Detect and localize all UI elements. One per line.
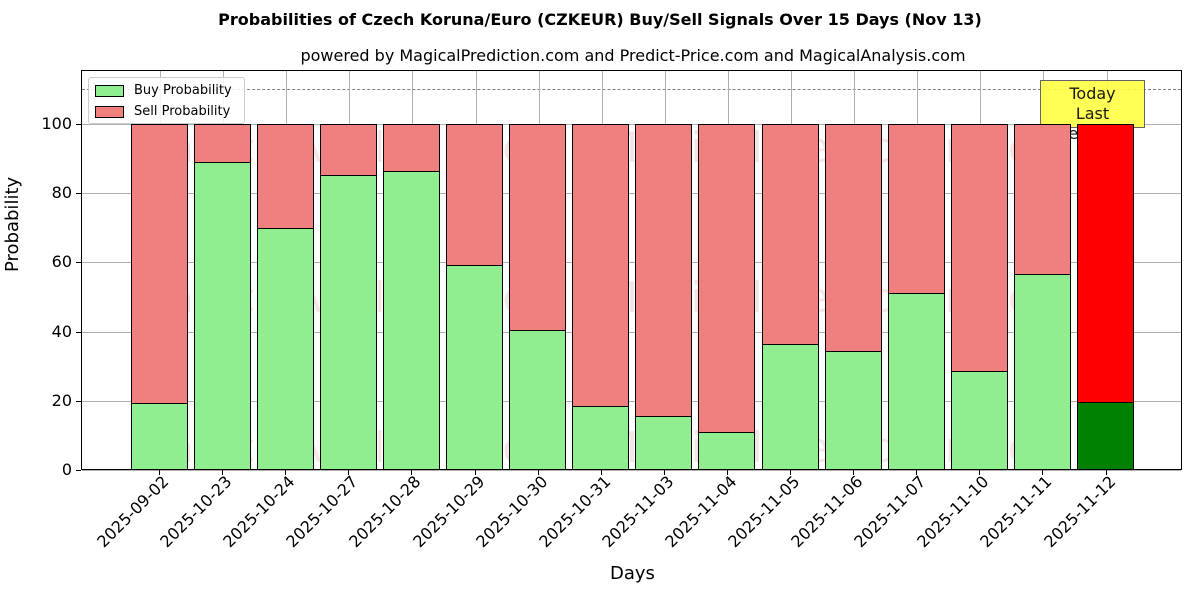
y-tick-label: 100 <box>41 114 72 133</box>
bar-sell <box>950 124 1008 373</box>
bar-buy <box>193 162 251 470</box>
x-tick-mark <box>853 470 855 475</box>
bar-sell <box>446 124 503 266</box>
bar-sell <box>887 124 945 294</box>
legend-item-buy: Buy Probability <box>95 83 232 98</box>
bar-sell <box>824 124 882 352</box>
grid-line-h <box>82 124 1181 125</box>
bar-sell <box>1077 124 1134 403</box>
x-tick-mark <box>979 470 981 475</box>
bar-buy <box>130 402 188 470</box>
bar-buy <box>950 371 1008 470</box>
reference-line <box>82 89 1181 91</box>
chart-subtitle: powered by MagicalPrediction.com and Pre… <box>300 46 966 65</box>
today-annotation: Today Last Prediction <box>1040 80 1145 143</box>
y-tick-mark <box>76 124 81 125</box>
y-tick-mark <box>76 470 81 471</box>
bar-buy <box>509 329 567 470</box>
bar-sell <box>572 124 630 408</box>
x-axis-label: Days <box>610 563 655 584</box>
bar-buy <box>824 350 882 470</box>
sell-swatch <box>95 105 124 118</box>
grid-line-h <box>82 470 1181 471</box>
chart-title: Probabilities of Czech Koruna/Euro (CZKE… <box>218 10 982 29</box>
bar-sell <box>1013 124 1071 275</box>
bar-buy <box>761 343 819 470</box>
bar-buy <box>635 416 693 470</box>
bar-sell <box>256 124 314 229</box>
y-tick-label: 20 <box>51 390 72 410</box>
legend-item-sell: Sell Probability <box>95 104 230 119</box>
bar-buy <box>887 292 945 470</box>
today-label: Today <box>1069 84 1116 103</box>
y-tick-label: 40 <box>51 321 72 341</box>
y-axis-label: Probability <box>2 176 23 272</box>
legend-label-sell: Sell Probability <box>134 104 231 119</box>
grid-line-h <box>82 331 1181 333</box>
x-tick-mark <box>285 470 287 475</box>
bar-sell <box>635 124 693 418</box>
bar-buy <box>572 406 630 470</box>
bar-buy <box>446 264 503 470</box>
legend: Buy Probability Sell Probability <box>88 77 245 124</box>
x-tick-mark <box>663 470 665 475</box>
x-tick-mark <box>1042 470 1044 475</box>
bar-sell <box>761 124 819 345</box>
grid-line-h <box>82 193 1181 195</box>
x-tick-mark <box>916 470 918 475</box>
y-tick-label: 0 <box>61 460 72 479</box>
legend-label-buy: Buy Probability <box>134 83 232 98</box>
bar-sell <box>698 124 756 433</box>
bar-sell <box>319 124 377 176</box>
x-tick-mark <box>411 470 413 475</box>
x-tick-mark <box>726 470 728 475</box>
bar-buy <box>256 227 314 470</box>
x-tick-mark <box>790 470 791 475</box>
y-tick-label: 80 <box>51 183 72 203</box>
bar-sell <box>193 124 251 164</box>
bar-buy <box>319 174 377 470</box>
y-tick-label: 60 <box>51 252 72 272</box>
x-tick-mark <box>1105 470 1107 475</box>
bar-buy <box>698 431 756 470</box>
bar-buy <box>1013 273 1071 470</box>
y-tick-mark <box>76 331 81 333</box>
grid-line-h <box>82 400 1181 402</box>
bar-sell <box>509 124 567 331</box>
y-tick-mark <box>76 400 81 402</box>
bar-buy <box>1077 401 1134 470</box>
x-tick-mark <box>348 470 350 475</box>
x-tick-mark <box>159 470 160 475</box>
x-tick-mark <box>222 470 224 475</box>
bar-buy <box>382 171 440 470</box>
y-tick-mark <box>76 193 81 195</box>
x-tick-mark <box>600 470 602 475</box>
buy-swatch <box>95 84 124 97</box>
grid-line-h <box>82 262 1181 264</box>
bar-sell <box>130 124 188 404</box>
x-tick-mark <box>474 470 476 475</box>
y-tick-mark <box>76 262 81 264</box>
x-tick-mark <box>537 470 539 475</box>
bar-sell <box>382 124 440 173</box>
